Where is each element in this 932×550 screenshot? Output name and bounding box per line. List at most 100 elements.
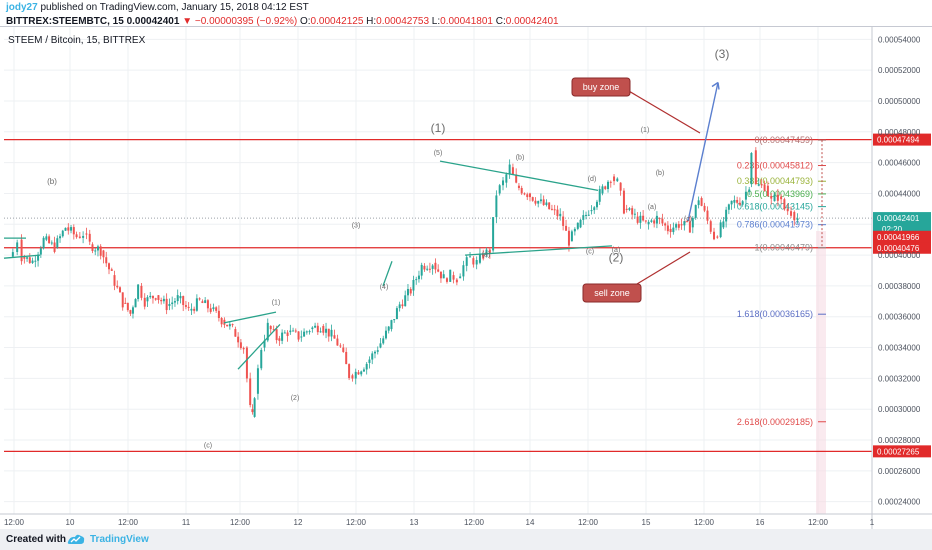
- candle-body: [201, 301, 204, 303]
- y-tick-label: 0.00048000: [878, 128, 921, 137]
- up-arrow-icon: [711, 81, 720, 90]
- candle-body: [738, 202, 741, 205]
- candle-body: [82, 235, 85, 238]
- candle-body: [508, 164, 511, 175]
- candle-body: [239, 342, 242, 349]
- candle-body: [647, 221, 650, 225]
- candle-body: [387, 326, 390, 331]
- candle-body: [382, 338, 385, 344]
- candle-body: [482, 253, 485, 259]
- candle-body: [757, 184, 760, 186]
- price-tag-label: 0.00027265: [877, 447, 920, 456]
- candle-body: [160, 299, 163, 302]
- candle-body: [316, 325, 319, 333]
- candle-body: [609, 181, 612, 183]
- horizontal-levels: 0.00047494 0.00040476 0.00027265: [4, 133, 931, 458]
- trendline: [382, 261, 393, 287]
- candle-body: [736, 199, 739, 203]
- candle-body: [706, 210, 709, 221]
- candle-body: [303, 331, 306, 337]
- open-value: 0.00042125: [310, 16, 364, 27]
- candle-body: [360, 371, 363, 375]
- y-tick-label: 0.00040000: [878, 251, 921, 260]
- x-tick-label: 12:00: [4, 518, 25, 527]
- y-tick-label: 0.00028000: [878, 436, 921, 445]
- candle-body: [61, 230, 64, 237]
- candle-body: [88, 233, 91, 242]
- last-price-tag-label: 0.00042401: [877, 214, 920, 223]
- candle-body: [110, 269, 113, 271]
- candle-body: [763, 184, 766, 191]
- candle-body: [462, 265, 465, 277]
- candle-body: [666, 225, 669, 232]
- candle-body: [157, 295, 160, 300]
- y-tick-label: 0.00034000: [878, 344, 921, 353]
- candle-body: [251, 409, 254, 413]
- chart-background: [0, 27, 932, 529]
- x-tick-label: 12:00: [464, 518, 485, 527]
- trendlines: [3, 81, 720, 370]
- candle-body: [548, 202, 551, 210]
- candle-body: [452, 275, 455, 280]
- candle-body: [545, 202, 548, 205]
- candle-body: [754, 150, 757, 185]
- wave-label: (1): [641, 127, 650, 134]
- candle-body: [75, 234, 78, 238]
- candle-body: [515, 174, 518, 183]
- candle-body: [716, 236, 719, 238]
- candle-body: [628, 208, 631, 210]
- pane-title: STEEM / Bitcoin, 15, BITTREX: [8, 35, 146, 46]
- candle-body: [220, 318, 223, 325]
- projection-arrow-line: [687, 82, 719, 222]
- candle-body: [750, 152, 753, 185]
- candle-body: [278, 338, 281, 341]
- candle-body: [305, 331, 308, 333]
- wave-label: (1): [431, 121, 446, 135]
- candle-body: [154, 298, 157, 300]
- y-tick-label: 0.00036000: [878, 313, 921, 322]
- candle-body: [562, 216, 565, 226]
- candle-body: [16, 242, 19, 253]
- candle-body: [31, 260, 34, 263]
- candle-body: [528, 193, 531, 198]
- candle-body: [631, 208, 634, 215]
- candle-body: [495, 195, 498, 218]
- sell-zone-box: [582, 283, 642, 303]
- candle-body: [294, 330, 297, 332]
- candle-body: [604, 186, 607, 190]
- candle-body: [308, 331, 311, 333]
- candle-body: [669, 228, 672, 233]
- fib-label: 0.382(0.00044793): [737, 176, 813, 186]
- price-tag-bg: [873, 445, 931, 458]
- x-tick-label: 12: [294, 518, 303, 527]
- tradingview-brand[interactable]: TradingView: [90, 534, 149, 545]
- tradingview-logo-icon: [67, 534, 85, 544]
- candle-body: [48, 236, 51, 244]
- x-tick-label: 16: [756, 518, 765, 527]
- candle-body: [653, 220, 656, 224]
- candle-body: [650, 220, 653, 222]
- high-label: H:: [366, 16, 377, 27]
- price-chart[interactable]: STEEM / Bitcoin, 15, BITTREX 0.000474940…: [0, 27, 932, 529]
- chart-area[interactable]: STEEM / Bitcoin, 15, BITTREX 0.00047494 0…: [0, 26, 932, 529]
- open-label: O:: [299, 16, 311, 27]
- author-link[interactable]: jody27: [6, 2, 38, 13]
- candle-body: [245, 347, 248, 379]
- candle-body: [179, 296, 182, 299]
- candle-body: [442, 274, 445, 279]
- candle-body: [570, 231, 573, 242]
- trendline: [464, 245, 613, 256]
- wave-label: (c): [684, 216, 692, 223]
- candle-body: [311, 327, 314, 330]
- y-tick-label: 0.00052000: [878, 66, 921, 75]
- candle-body: [439, 271, 442, 279]
- x-tick-label: 11: [182, 518, 191, 527]
- candle-body: [607, 181, 610, 190]
- candle-body: [636, 216, 639, 223]
- candle-body: [796, 218, 799, 221]
- candle-body: [542, 199, 545, 205]
- candle-body: [168, 304, 171, 306]
- candle-body: [330, 329, 333, 337]
- trendline: [3, 254, 41, 259]
- y-tick-label: 0.00046000: [878, 159, 921, 168]
